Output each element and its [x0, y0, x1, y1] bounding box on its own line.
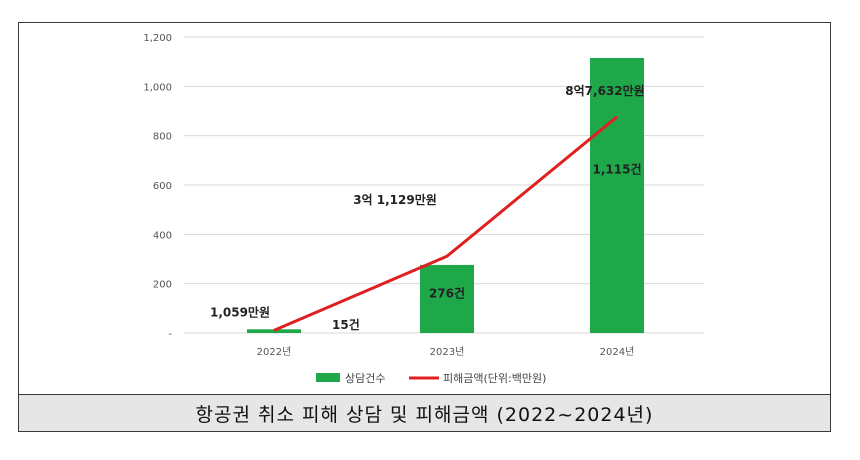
x-tick-label: 2023년 — [430, 346, 465, 358]
y-tick-label: - — [168, 329, 172, 340]
legend-swatch-bar — [316, 373, 340, 382]
line-data-label: 1,059만원 — [210, 304, 270, 319]
legend-label-line: 피해금액(단위:백만원) — [443, 371, 546, 385]
chart-frame: - 200 400 600 800 1,000 1,200 2022년 2023년 2024년 15… — [18, 22, 831, 432]
y-tick-label: 200 — [153, 280, 172, 291]
damage-amount-line — [273, 115, 618, 332]
bar-2022년 — [247, 329, 301, 333]
y-tick-label: 400 — [153, 230, 172, 241]
line-data-label: 8억7,632만원 — [565, 83, 644, 98]
chart-caption: 항공권 취소 피해 상담 및 피해금액 (2022~2024년) — [19, 394, 830, 431]
legend-label-bar: 상담건수 — [345, 372, 385, 385]
bar-2023년 — [420, 264, 474, 333]
bar-2024년 — [590, 57, 644, 333]
combo-chart: - 200 400 600 800 1,000 1,200 2022년 2023년 2024년 15… — [143, 33, 704, 385]
bar-data-label: 276건 — [429, 286, 465, 301]
line-data-label: 3억 1,129만원 — [353, 192, 437, 207]
bar-data-label: 15건 — [332, 317, 360, 332]
y-tick-label: 600 — [153, 181, 172, 192]
y-tick-label: 1,200 — [143, 33, 172, 44]
bar-data-label: 1,115건 — [593, 161, 642, 176]
y-tick-label: 1,000 — [143, 82, 172, 93]
y-tick-label: 800 — [153, 132, 172, 143]
x-tick-label: 2022년 — [257, 346, 292, 358]
x-tick-label: 2024년 — [600, 346, 635, 358]
